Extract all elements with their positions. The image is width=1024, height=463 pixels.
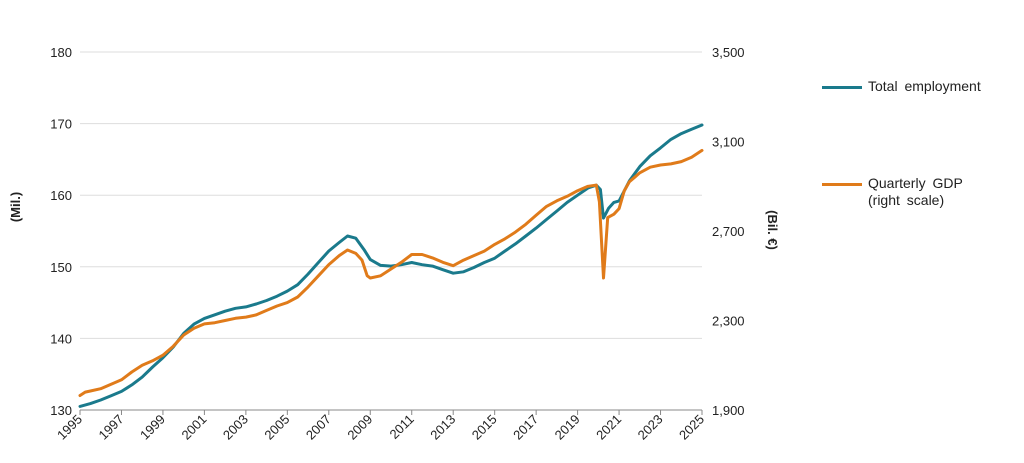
x-tick-label: 2003 bbox=[220, 412, 251, 443]
x-tick-label: 2007 bbox=[303, 412, 334, 443]
legend-line-gdp bbox=[822, 183, 862, 186]
series-lines bbox=[78, 123, 704, 408]
x-tick-label: 1999 bbox=[137, 412, 168, 443]
x-tick-label: 2023 bbox=[635, 412, 666, 443]
series-line-quarterly-gdp bbox=[78, 148, 704, 397]
y-right-tick-label: 2,700 bbox=[712, 224, 745, 239]
series-line-total-employment bbox=[78, 123, 704, 408]
y-left-tick-label: 130 bbox=[50, 403, 72, 418]
gridlines bbox=[80, 51, 702, 339]
y-left-tick-label: 140 bbox=[50, 331, 72, 346]
x-tick-label: 2019 bbox=[552, 412, 583, 443]
x-tick-label: 2005 bbox=[261, 412, 292, 443]
legend-label-employment: Total employment bbox=[868, 78, 981, 94]
x-axis-ticks: 1995 1997 1999 2001 2003 2005 2007 2009 2011 2013… bbox=[54, 410, 707, 443]
x-tick-label: 2025 bbox=[676, 412, 707, 443]
y-left-tick-label: 180 bbox=[50, 45, 72, 60]
y-right-tick-label: 2,300 bbox=[712, 314, 745, 329]
x-tick-label: 2013 bbox=[427, 412, 458, 443]
y-left-tick-label: 170 bbox=[50, 117, 72, 132]
y-left-tick-label: 150 bbox=[50, 260, 72, 275]
y-axis-right-ticks: 1,900 2,300 2,700 3,100 3,500 bbox=[712, 45, 745, 418]
x-tick-label: 2009 bbox=[344, 412, 375, 443]
y-axis-left-title: (Mil.) bbox=[8, 192, 23, 222]
x-tick-label: 2011 bbox=[386, 412, 416, 442]
y-axis-left-ticks: 130 140 150 160 170 180 bbox=[50, 45, 72, 418]
legend-line-employment bbox=[822, 86, 862, 89]
y-right-tick-label: 1,900 bbox=[712, 403, 745, 418]
legend-item-total-employment: Total employment bbox=[822, 78, 981, 95]
x-tick-label: 2015 bbox=[469, 412, 500, 443]
y-right-tick-label: 3,500 bbox=[712, 45, 745, 60]
x-tick-label: 2021 bbox=[593, 412, 624, 443]
x-tick-label: 2001 bbox=[178, 412, 209, 443]
x-tick-label: 2017 bbox=[510, 412, 541, 443]
y-left-tick-label: 160 bbox=[50, 188, 72, 203]
legend-label-gdp: Quarterly GDP (right scale) bbox=[868, 175, 963, 208]
legend-item-quarterly-gdp: Quarterly GDP (right scale) bbox=[822, 175, 963, 209]
y-right-tick-label: 3,100 bbox=[712, 135, 745, 150]
x-tick-label: 1997 bbox=[96, 412, 127, 443]
y-axis-right-title: (Bil. €) bbox=[765, 210, 780, 250]
